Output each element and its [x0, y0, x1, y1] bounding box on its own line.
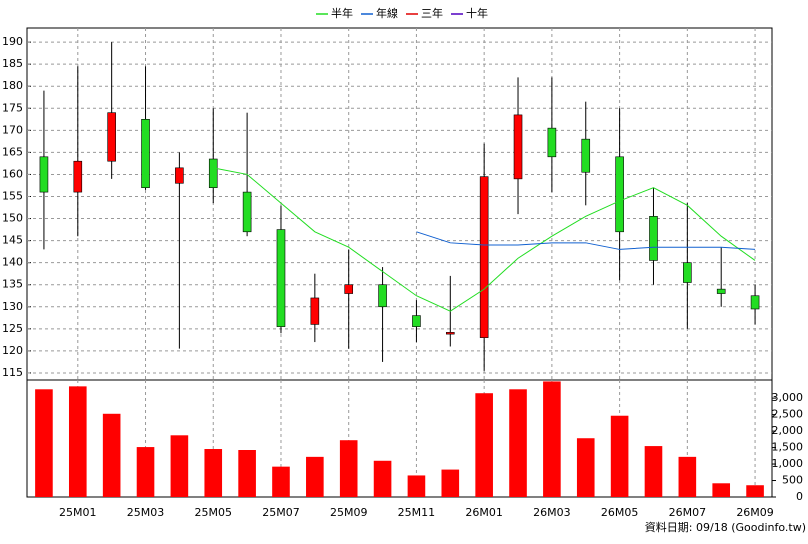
volume-bar [509, 389, 527, 497]
candle-body [107, 112, 116, 162]
candle-body [310, 297, 320, 325]
y2-tick-label: 1,500 [772, 441, 804, 454]
x-tick-label: 25M05 [195, 506, 233, 519]
candle-body [378, 284, 387, 308]
x-tick-label: 26M01 [465, 506, 503, 519]
y-tick-label: 150 [2, 212, 23, 225]
volume-panel [26, 379, 773, 498]
volume-bar [339, 440, 358, 497]
y2-tick-label: 500 [782, 474, 803, 487]
candle-body [39, 156, 49, 193]
y-tick-label: 145 [2, 234, 23, 247]
x-tick-label: 26M07 [669, 506, 707, 519]
candle-body [412, 315, 421, 327]
candle-body [649, 216, 658, 261]
y2-tick-label: 1,000 [772, 457, 804, 470]
legend-label: 半年 [331, 6, 353, 20]
legend-label: 十年 [466, 6, 488, 20]
volume-bar [238, 450, 256, 497]
y-tick-label: 175 [2, 101, 23, 114]
volume-bar [441, 469, 460, 497]
candle-body [513, 114, 523, 180]
volume-bar [543, 381, 561, 497]
y2-tick-label: 3,000 [772, 391, 804, 404]
volume-bar [407, 475, 426, 497]
footer: 資料日期: 09/18 (Goodinfo.tw) [645, 520, 806, 534]
y-tick-label: 155 [2, 190, 23, 203]
candle-body [73, 160, 83, 193]
volume-bar [170, 435, 189, 497]
y-tick-label: 125 [2, 322, 23, 335]
y-tick-label: 180 [2, 79, 23, 92]
candle-body [344, 284, 354, 294]
volume-bar [678, 456, 697, 497]
x-tick-label: 25M09 [330, 506, 368, 519]
candle-body [683, 262, 692, 283]
x-tick-label: 25M03 [127, 506, 165, 519]
x-tick-label: 25M01 [59, 506, 97, 519]
y-tick-label: 140 [2, 256, 23, 269]
volume-bar [373, 460, 392, 497]
y-tick-label: 160 [2, 167, 23, 180]
x-tick-label: 26M09 [736, 506, 774, 519]
candle-body [615, 156, 624, 233]
candle-body [479, 176, 489, 338]
x-tick-label: 25M07 [262, 506, 300, 519]
volume-bar [204, 449, 223, 497]
candle-body [547, 127, 557, 158]
volume-bar [610, 415, 629, 497]
volume-bar [746, 485, 764, 497]
legend-label: 三年 [421, 6, 443, 20]
y-tick-label: 130 [2, 300, 23, 313]
volume-bar [306, 456, 324, 497]
y-tick-label: 115 [2, 366, 23, 379]
candle-body [716, 288, 726, 294]
volume-bar [475, 393, 493, 497]
volume-bar [272, 466, 290, 497]
candle-body [175, 167, 184, 184]
volume-bar [35, 389, 53, 497]
candle-body [445, 332, 455, 335]
volume-bar [576, 438, 595, 497]
y-tick-label: 170 [2, 123, 23, 136]
ma-line [416, 231, 756, 250]
y2-tick-label: 0 [796, 490, 803, 503]
candle-body [750, 295, 760, 310]
candle-body [581, 138, 591, 173]
y-tick-label: 165 [2, 145, 23, 158]
candle-body [242, 191, 252, 233]
price-panel [26, 27, 773, 381]
candle-body [208, 158, 218, 188]
x-tick-label: 26M05 [601, 506, 639, 519]
volume-bar [102, 413, 121, 497]
x-tick-label: 25M11 [398, 506, 436, 519]
candle-body [141, 119, 150, 188]
legend-label: 年線 [376, 6, 398, 20]
ma-line [213, 167, 756, 312]
y2-tick-label: 2,500 [772, 408, 804, 421]
volume-bar [68, 386, 87, 497]
volume-bar [644, 446, 663, 497]
y-tick-label: 190 [2, 35, 23, 48]
x-tick-label: 26M03 [533, 506, 571, 519]
volume-bar [712, 483, 731, 497]
volume-bar [136, 447, 155, 497]
y-tick-label: 135 [2, 278, 23, 291]
y-tick-label: 185 [2, 57, 23, 70]
candle-body [276, 229, 286, 327]
y-tick-label: 120 [2, 344, 23, 357]
y2-tick-label: 2,000 [772, 424, 804, 437]
